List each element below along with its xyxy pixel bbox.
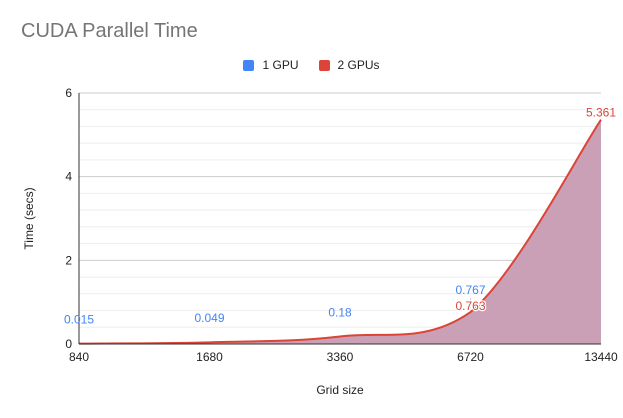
x-tick-label: 13440 bbox=[584, 350, 618, 364]
y-tick-label: 6 bbox=[65, 86, 72, 100]
y-axis-title: Time (secs) bbox=[22, 187, 36, 249]
x-tick-label: 1680 bbox=[196, 350, 223, 364]
y-tick-label: 0 bbox=[65, 337, 72, 351]
data-label-2gpus: 0.763 bbox=[455, 299, 485, 313]
x-axis-title: Grid size bbox=[316, 383, 364, 397]
legend-swatch-1gpu bbox=[243, 59, 255, 71]
y-tick-label: 4 bbox=[65, 170, 72, 184]
legend-label-2gpus: 2 GPUs bbox=[337, 58, 380, 72]
legend-swatch-2gpus bbox=[318, 59, 330, 71]
legend-item-2gpus[interactable]: 2 GPUs bbox=[318, 58, 380, 72]
line-2gpus bbox=[78, 119, 602, 345]
x-tick-label: 6720 bbox=[457, 350, 484, 364]
chart-title: CUDA Parallel Time bbox=[21, 20, 198, 42]
legend-item-1gpu[interactable]: 1 GPU bbox=[243, 58, 299, 72]
x-tick-label: 3360 bbox=[327, 350, 354, 364]
y-tick-label: 2 bbox=[65, 253, 72, 267]
x-tick-label: 840 bbox=[69, 350, 89, 364]
legend: 1 GPU 2 GPUs bbox=[0, 58, 623, 72]
legend-label-1gpu: 1 GPU bbox=[262, 58, 299, 72]
data-label-1gpu: 0.767 bbox=[455, 283, 485, 297]
data-label-2gpus: 5.361 bbox=[586, 106, 616, 120]
area-2gpus bbox=[79, 119, 601, 344]
data-label-1gpu: 0.18 bbox=[328, 305, 352, 319]
data-label-1gpu: 0.049 bbox=[194, 311, 224, 325]
data-label-1gpu: 0.015 bbox=[64, 312, 94, 326]
